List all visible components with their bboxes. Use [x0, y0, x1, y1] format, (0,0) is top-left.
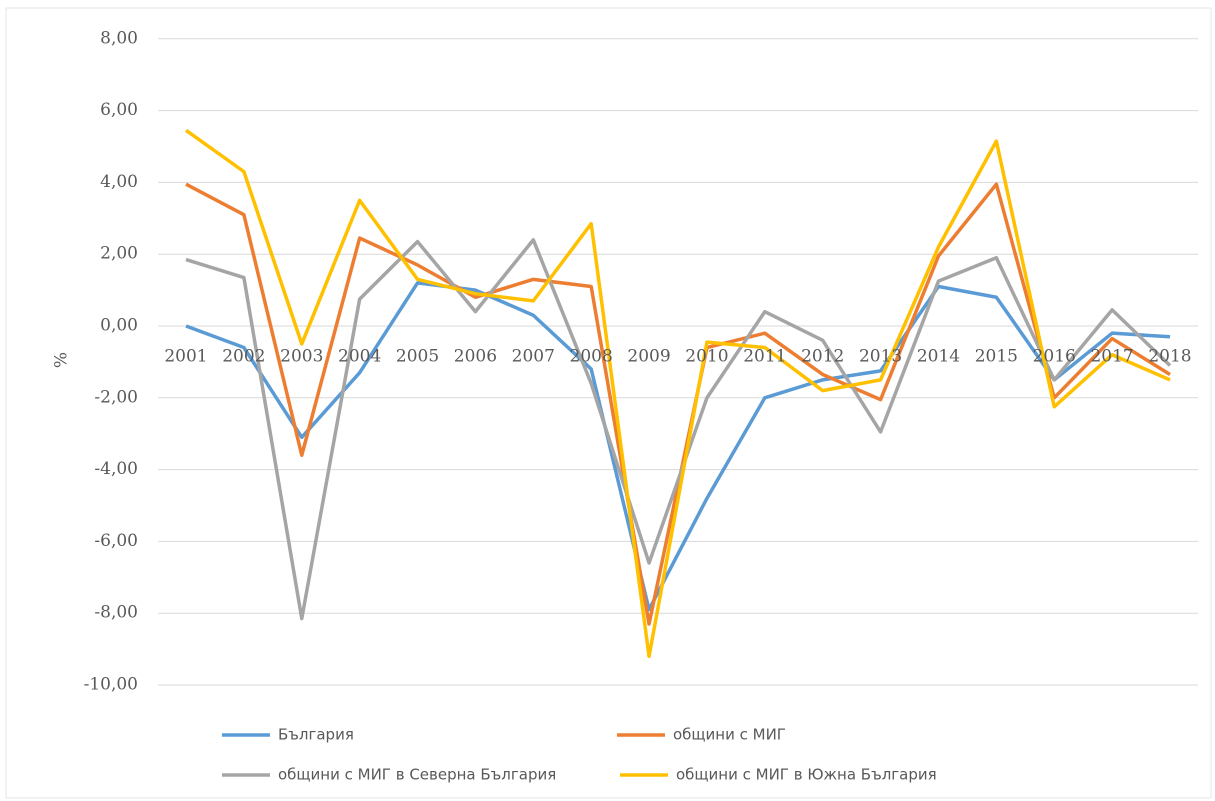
y-tick-label: 6,00 [100, 100, 138, 120]
x-tick-label: 2011 [743, 347, 786, 367]
y-tick-label: -10,00 [84, 675, 138, 695]
x-tick-label: 2017 [1090, 347, 1133, 367]
y-axis-label: % [52, 352, 72, 368]
legend-label: общини с МИГ в Северна България [278, 766, 556, 784]
x-tick-label: 2007 [512, 347, 555, 367]
x-tick-label: 2016 [1033, 347, 1076, 367]
x-tick-label: 2004 [338, 347, 381, 367]
x-tick-label: 2006 [454, 347, 497, 367]
y-tick-label: -2,00 [94, 387, 138, 407]
x-tick-label: 2008 [570, 347, 613, 367]
series-line [184, 128, 1171, 659]
legend-label: общини с МИГ в Южна България [676, 766, 937, 784]
x-tick-label: 2010 [685, 347, 728, 367]
y-tick-label: 8,00 [100, 28, 138, 48]
x-tick-label: 2001 [164, 347, 207, 367]
chart-frame [5, 7, 1212, 799]
x-tick-label: 2005 [396, 347, 439, 367]
x-tick-label: 2013 [859, 347, 902, 367]
y-tick-label: -4,00 [94, 459, 138, 479]
x-tick-label: 2014 [917, 347, 960, 367]
x-tick-label: 2018 [1148, 347, 1191, 367]
legend-label: общини с МИГ [673, 726, 786, 744]
y-tick-label: -8,00 [94, 603, 138, 623]
y-tick-label: 4,00 [100, 172, 138, 192]
series-line [185, 182, 1171, 626]
x-tick-label: 2009 [627, 347, 670, 367]
x-tick-label: 2003 [280, 347, 323, 367]
legend-label: България [278, 726, 354, 744]
series-line [185, 238, 1172, 621]
x-tick-label: 2015 [975, 347, 1018, 367]
x-tick-label: 2002 [222, 347, 265, 367]
y-tick-label: 2,00 [100, 244, 138, 264]
x-tick-label: 2012 [801, 347, 844, 367]
y-tick-label: -6,00 [94, 531, 138, 551]
y-tick-label: 0,00 [100, 316, 138, 336]
series-line [185, 281, 1171, 612]
